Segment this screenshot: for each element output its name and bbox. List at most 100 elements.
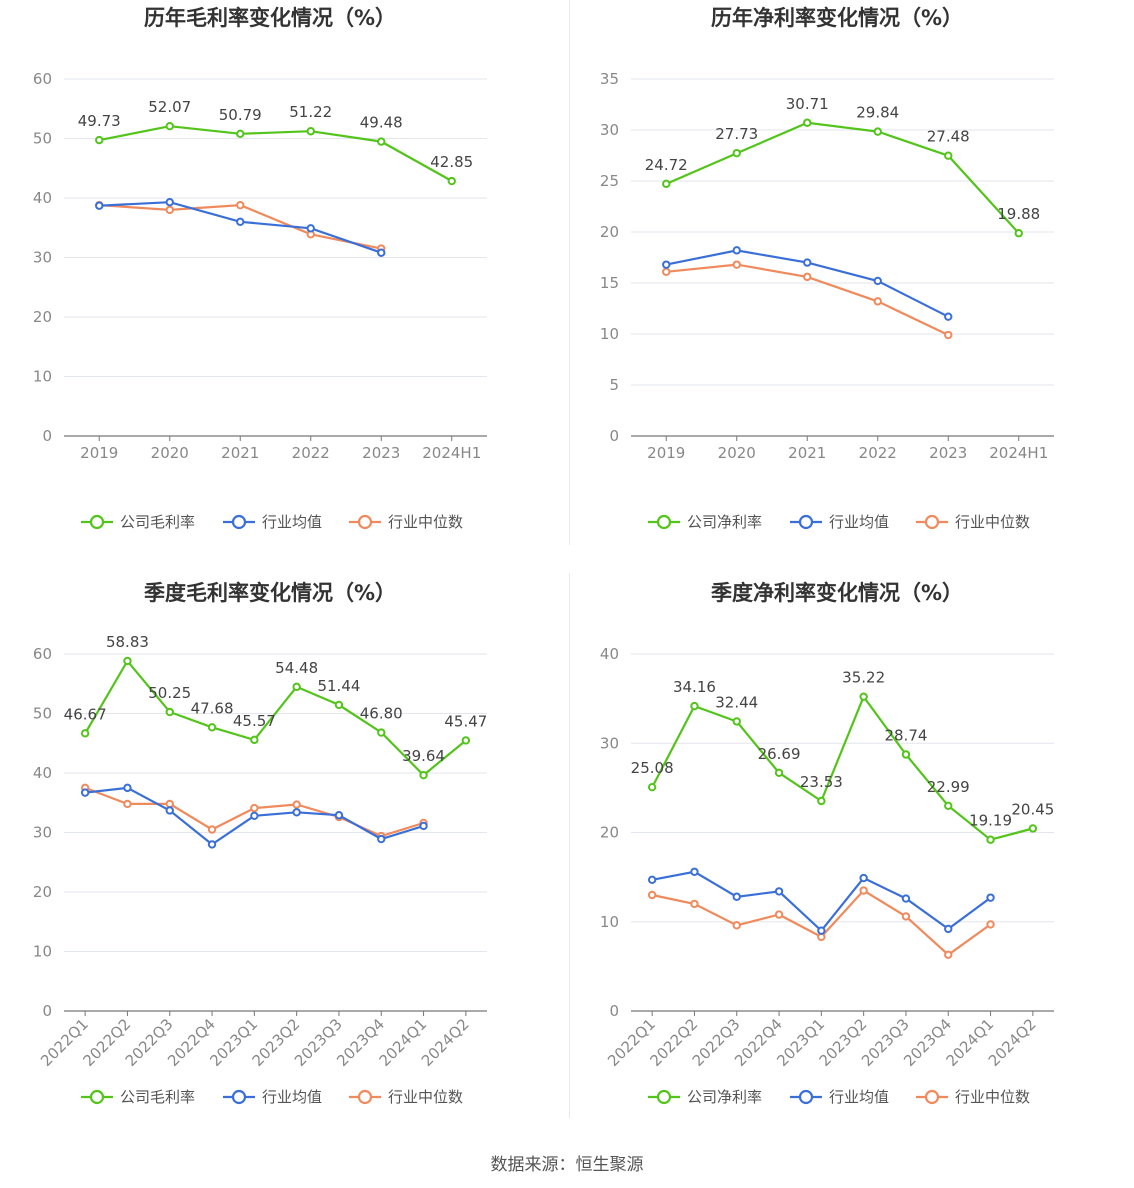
- data-point-avg[interactable]: [986, 893, 995, 902]
- data-point-median[interactable]: [662, 267, 671, 276]
- data-point-company[interactable]: [165, 121, 174, 131]
- data-point-company[interactable]: [236, 129, 245, 138]
- data-point-company[interactable]: [207, 723, 217, 732]
- data-point-avg[interactable]: [690, 867, 699, 876]
- data-point-company[interactable]: [306, 127, 315, 136]
- legend-item-company[interactable]: 公司净利率: [648, 1088, 762, 1106]
- data-point-avg[interactable]: [250, 811, 259, 821]
- data-point-median[interactable]: [732, 921, 741, 930]
- data-point-avg[interactable]: [165, 197, 174, 207]
- legend-marker: [924, 1089, 940, 1105]
- data-point-avg[interactable]: [944, 312, 953, 321]
- legend-item-company[interactable]: 公司净利率: [648, 513, 762, 531]
- legend-item-median[interactable]: 行业中位数: [349, 513, 463, 531]
- y-tick-label: 35: [600, 70, 619, 88]
- data-point-company[interactable]: [334, 700, 344, 710]
- data-point-avg[interactable]: [901, 894, 911, 903]
- data-point-company[interactable]: [859, 692, 868, 701]
- data-point-company[interactable]: [123, 656, 132, 666]
- data-point-avg[interactable]: [306, 224, 315, 233]
- data-point-median[interactable]: [803, 272, 812, 282]
- data-point-median[interactable]: [236, 200, 245, 210]
- data-point-avg[interactable]: [334, 811, 344, 820]
- data-point-company[interactable]: [732, 148, 741, 158]
- legend-item-median[interactable]: 行业中位数: [916, 513, 1030, 531]
- data-point-company[interactable]: [944, 801, 953, 811]
- data-point-company[interactable]: [461, 736, 471, 745]
- data-point-avg[interactable]: [732, 892, 741, 901]
- data-point-avg[interactable]: [80, 788, 90, 797]
- legend-item-median[interactable]: 行业中位数: [349, 1088, 463, 1106]
- data-point-median[interactable]: [774, 910, 784, 919]
- legend-item-avg[interactable]: 行业均值: [223, 1088, 322, 1106]
- data-point-company[interactable]: [817, 796, 826, 806]
- data-point-median[interactable]: [859, 886, 868, 895]
- data-point-avg[interactable]: [662, 260, 671, 269]
- data-point-company[interactable]: [662, 179, 671, 189]
- data-label: 49.73: [78, 112, 121, 130]
- data-point-company[interactable]: [986, 835, 995, 844]
- legend-item-median[interactable]: 行业中位数: [916, 1088, 1030, 1106]
- data-point-median[interactable]: [944, 950, 953, 959]
- data-point-company[interactable]: [292, 682, 301, 692]
- data-point-median[interactable]: [647, 890, 657, 900]
- data-point-median[interactable]: [944, 330, 953, 340]
- data-point-median[interactable]: [901, 912, 911, 921]
- data-point-avg[interactable]: [647, 875, 657, 885]
- data-point-avg[interactable]: [292, 808, 301, 817]
- data-point-company[interactable]: [80, 729, 90, 738]
- data-point-median[interactable]: [732, 260, 741, 269]
- quarterly-gross-margin-chart: 季度毛利率变化情况（%） 0 10 20 30 40 50 60 2022Q1 2022Q2 202…: [0, 575, 567, 1150]
- legend-item-avg[interactable]: 行业均值: [790, 1088, 889, 1106]
- data-point-avg[interactable]: [419, 821, 428, 831]
- legend-item-avg[interactable]: 行业均值: [223, 513, 322, 531]
- legend-item-avg[interactable]: 行业均值: [790, 513, 889, 531]
- data-point-median[interactable]: [207, 825, 217, 834]
- data-point-avg[interactable]: [859, 873, 868, 883]
- data-point-avg[interactable]: [873, 276, 882, 286]
- data-point-avg[interactable]: [377, 834, 386, 844]
- y-tick-label: 0: [42, 427, 52, 445]
- data-point-company[interactable]: [377, 728, 386, 737]
- data-point-avg[interactable]: [803, 258, 812, 267]
- y-tick-label: 30: [33, 249, 52, 267]
- data-point-avg[interactable]: [944, 924, 953, 934]
- data-point-company[interactable]: [647, 782, 657, 792]
- data-point-company[interactable]: [944, 151, 953, 160]
- data-point-avg[interactable]: [165, 806, 174, 815]
- data-point-company[interactable]: [732, 717, 741, 726]
- data-point-avg[interactable]: [732, 246, 741, 255]
- data-point-company[interactable]: [95, 135, 104, 145]
- data-point-median[interactable]: [250, 803, 259, 813]
- data-point-avg[interactable]: [207, 840, 217, 849]
- data-point-median[interactable]: [292, 800, 301, 809]
- data-point-avg[interactable]: [123, 783, 132, 793]
- data-point-company[interactable]: [774, 768, 784, 777]
- data-label: 20.45: [1011, 800, 1054, 818]
- data-point-company[interactable]: [690, 701, 699, 711]
- data-point-median[interactable]: [165, 799, 174, 809]
- legend-marker: [231, 514, 247, 530]
- legend-item-company[interactable]: 公司毛利率: [81, 513, 195, 531]
- data-point-company[interactable]: [250, 735, 259, 745]
- data-point-median[interactable]: [873, 297, 882, 306]
- data-point-company[interactable]: [1028, 824, 1038, 833]
- data-point-company[interactable]: [1014, 229, 1023, 238]
- legend-item-company[interactable]: 公司毛利率: [81, 1088, 195, 1106]
- data-point-median[interactable]: [986, 920, 995, 929]
- data-point-avg[interactable]: [774, 887, 784, 896]
- data-point-company[interactable]: [873, 127, 882, 136]
- data-point-avg[interactable]: [236, 217, 245, 227]
- data-point-company[interactable]: [165, 707, 174, 717]
- data-point-company[interactable]: [901, 750, 911, 759]
- data-point-company[interactable]: [803, 118, 812, 127]
- data-point-avg[interactable]: [377, 248, 386, 257]
- data-point-median[interactable]: [165, 205, 174, 215]
- data-point-median[interactable]: [690, 899, 699, 909]
- data-point-company[interactable]: [419, 770, 428, 780]
- data-point-company[interactable]: [447, 176, 456, 186]
- data-point-company[interactable]: [377, 137, 386, 146]
- data-point-avg[interactable]: [817, 926, 826, 935]
- data-point-median[interactable]: [123, 799, 132, 809]
- data-point-avg[interactable]: [95, 201, 104, 210]
